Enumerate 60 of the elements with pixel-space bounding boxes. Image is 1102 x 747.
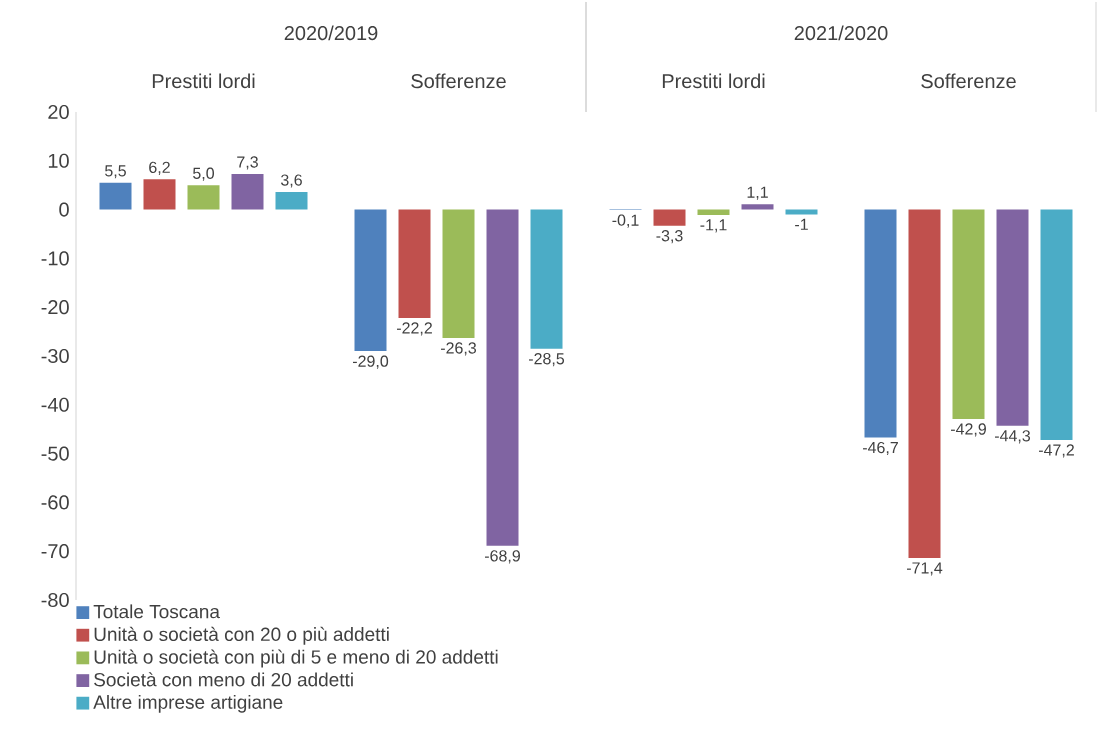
data-label: 1,1 <box>747 186 768 200</box>
y-tick-label: 0 <box>59 202 69 217</box>
data-label: -3,3 <box>656 230 683 244</box>
bar <box>996 209 1029 426</box>
y-tick-label: 10 <box>48 153 69 168</box>
data-label: -1 <box>795 218 808 230</box>
y-tick-label: 20 <box>48 104 69 120</box>
y-tick-label: -40 <box>41 397 69 412</box>
bar <box>354 209 387 352</box>
bar <box>486 209 519 546</box>
text: 2021/2020 <box>794 25 888 41</box>
y-tick-label: -10 <box>41 251 69 266</box>
data-label: -26,3 <box>440 342 477 356</box>
x-tick-label: Sofferenze <box>921 73 1016 89</box>
legend-label: Unità o società con più di 5 e meno di 20 addetti <box>94 649 498 668</box>
bar <box>530 209 563 349</box>
bar <box>864 209 897 438</box>
bar <box>442 209 475 338</box>
bar <box>908 209 941 559</box>
data-label: -28,5 <box>528 353 565 367</box>
data-label: -47,2 <box>1038 444 1074 458</box>
data-label: -46,7 <box>862 441 898 456</box>
y-tick-label: -70 <box>41 544 69 559</box>
legend-label: Società con meno di 20 addetti <box>94 672 353 687</box>
bar <box>99 182 132 210</box>
data-label: -42,9 <box>950 423 986 437</box>
legend-label: Unità o società con 20 o più addetti <box>94 626 389 645</box>
text: 2020/2019 <box>284 25 378 41</box>
y-tick-label: -30 <box>41 348 69 364</box>
y-tick-label: -60 <box>41 495 69 510</box>
bar <box>143 179 176 210</box>
bar <box>231 173 264 210</box>
data-label: -22,2 <box>396 322 432 336</box>
x-tick-label: Prestiti lordi <box>152 73 255 89</box>
data-label: -1,1 <box>700 219 727 233</box>
data-label: 6,2 <box>149 161 170 175</box>
data-label: -29,0 <box>352 355 389 369</box>
data-label: 5,5 <box>105 165 126 179</box>
data-label: -68,9 <box>484 550 520 564</box>
data-label: -44,3 <box>994 430 1031 444</box>
legend-label: Totale Toscana <box>93 604 220 619</box>
bar <box>1040 209 1073 440</box>
bar <box>697 209 730 215</box>
data-label: 3,6 <box>280 174 302 188</box>
bar <box>275 192 308 210</box>
data-label: -0,1 <box>612 214 639 228</box>
x-tick-label: Sofferenze <box>411 73 506 89</box>
data-label: 5,0 <box>193 167 215 181</box>
y-tick-label: -50 <box>41 446 69 461</box>
bar <box>741 204 774 210</box>
y-tick-label: -80 <box>41 592 69 608</box>
data-label: 7,3 <box>237 156 258 170</box>
x-tick-label: Prestiti lordi <box>662 73 765 89</box>
data-label: -71,4 <box>906 562 943 576</box>
bar <box>952 209 985 419</box>
bar <box>398 209 431 318</box>
bar <box>653 209 686 226</box>
legend-label: Altre imprese artigiane <box>93 694 283 713</box>
bar <box>187 185 220 210</box>
y-tick-label: -20 <box>41 300 69 315</box>
